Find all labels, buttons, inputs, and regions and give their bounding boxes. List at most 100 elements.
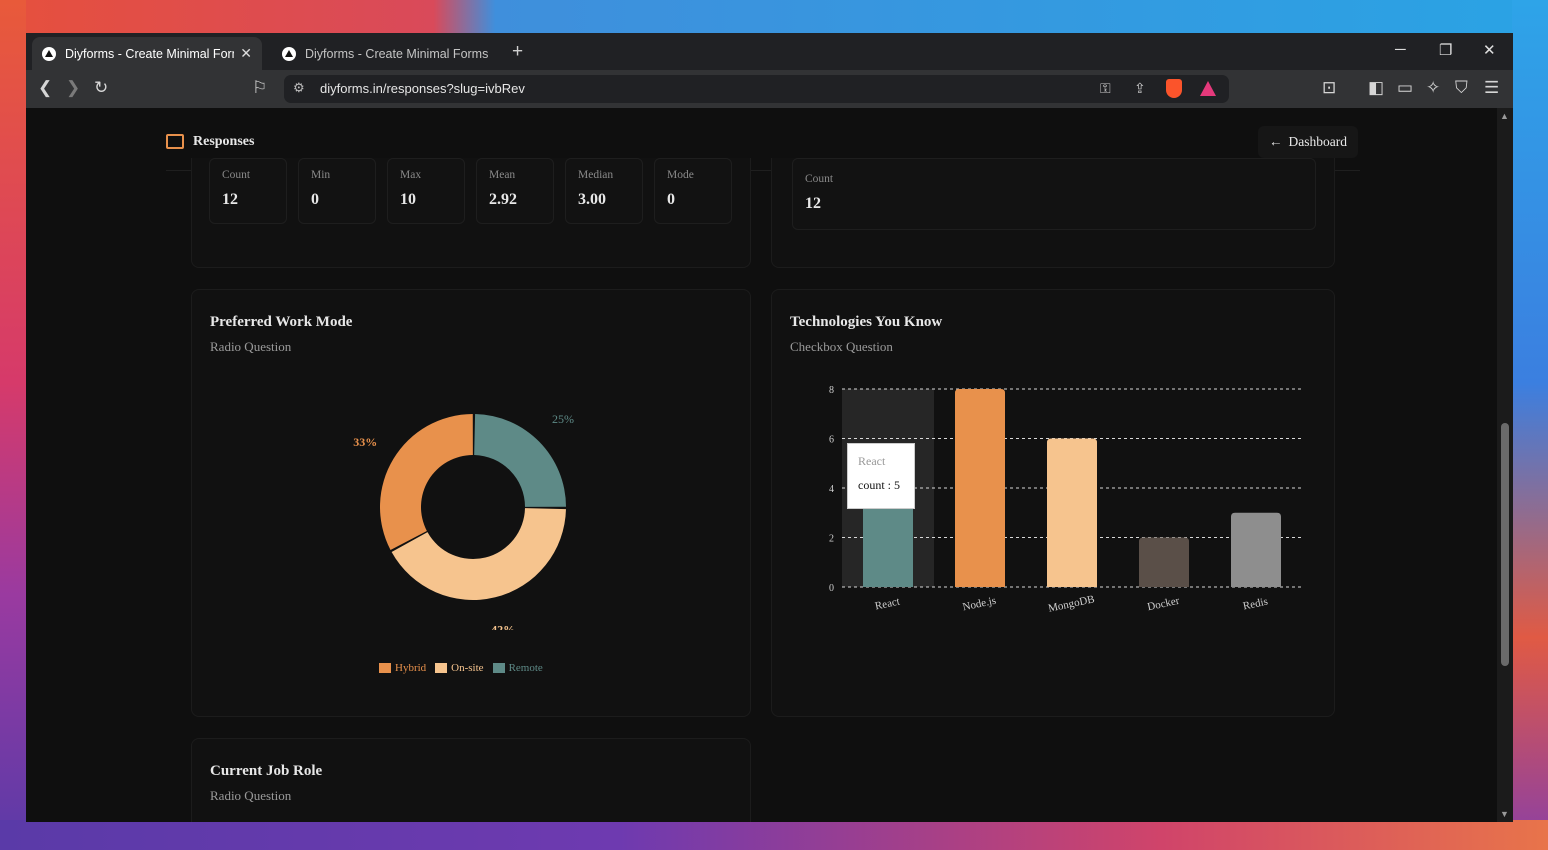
stat-max: Max 10	[387, 158, 465, 224]
desktop-wallpaper-right	[1512, 0, 1548, 850]
stat-label: Count	[805, 173, 834, 185]
brave-shields-icon[interactable]	[1166, 79, 1182, 98]
bar-mongodb[interactable]	[1047, 438, 1097, 588]
stat-value: 2.92	[489, 191, 517, 208]
job-role-card: Current Job Role Radio Question	[191, 738, 751, 822]
scroll-thumb[interactable]	[1501, 423, 1509, 666]
x-tick-label: Docker	[1146, 595, 1180, 614]
stat-label: Mean	[489, 169, 516, 181]
donut-slice-hybrid[interactable]	[380, 414, 473, 550]
stat-value: 0	[667, 191, 675, 208]
technologies-card: Technologies You Know Checkbox Question …	[771, 289, 1335, 717]
dashboard-button-label: Dashboard	[1288, 134, 1347, 149]
x-tick-label: Node.js	[962, 595, 998, 614]
site-settings-icon[interactable]: ⚙	[293, 80, 305, 95]
tab-title: Diyforms - Create Minimal Forms	[65, 46, 235, 61]
card-title: Current Job Role	[210, 763, 323, 779]
stat-label: Min	[311, 169, 331, 181]
y-tick-label: 6	[829, 435, 834, 446]
tab-title: Diyforms - Create Minimal Forms	[305, 46, 489, 61]
tooltip-category: React	[858, 454, 886, 468]
card-subtitle: Checkbox Question	[790, 339, 893, 354]
legend-item-hybrid[interactable]: Hybrid	[379, 662, 426, 674]
x-tick-label: Redis	[1242, 596, 1269, 613]
y-tick-label: 2	[829, 534, 834, 545]
bar-docker[interactable]	[1139, 537, 1189, 588]
page-title: Responses	[193, 134, 255, 149]
share-icon[interactable]: ⇪	[1134, 80, 1146, 96]
card-title: Technologies You Know	[790, 314, 943, 330]
stat-value: 12	[805, 195, 821, 212]
diyforms-favicon-icon	[282, 46, 296, 61]
reload-icon[interactable]: ↻	[94, 78, 109, 97]
close-window-icon[interactable]: ✕	[1483, 42, 1496, 59]
donut-slice-remote[interactable]	[474, 414, 566, 507]
stat-value: 10	[400, 191, 416, 208]
text-stats-card: Count 12	[771, 158, 1335, 268]
tab-active[interactable]: Diyforms - Create Minimal Forms ✕	[32, 37, 262, 70]
scroll-down-arrow-icon[interactable]: ▼	[1500, 809, 1509, 819]
y-tick-label: 4	[829, 484, 834, 495]
donut-slice-label: 42%	[491, 622, 515, 630]
wallet-icon[interactable]: ▭	[1397, 78, 1414, 97]
stat-mode: Mode 0	[654, 158, 732, 224]
scroll-up-arrow-icon[interactable]: ▲	[1500, 111, 1509, 121]
donut-legend: Hybrid On-site Remote	[379, 662, 543, 674]
brave-rewards-icon[interactable]	[1200, 81, 1216, 96]
close-tab-icon[interactable]: ✕	[240, 45, 252, 61]
leo-ai-icon[interactable]: ✧	[1426, 78, 1441, 97]
stat-label: Max	[400, 169, 422, 181]
x-tick-label: MongoDB	[1047, 593, 1096, 615]
page-scrollbar[interactable]: ▲ ▼	[1497, 108, 1513, 822]
address-bar[interactable]: ⚙ diyforms.in/responses?slug=ivbRev ⚿ ⇪	[284, 75, 1229, 103]
bar-redis[interactable]	[1231, 512, 1281, 587]
stat-mean: Mean 2.92	[476, 158, 554, 224]
legend-label: Remote	[508, 662, 543, 674]
legend-swatch	[492, 663, 505, 673]
dashboard-button[interactable]: ← Dashboard	[1258, 126, 1358, 158]
work-mode-card: Preferred Work Mode Radio Question 25% 42…	[191, 289, 751, 717]
diyforms-favicon-icon	[42, 46, 56, 61]
stat-median: Median 3.00	[565, 158, 643, 224]
tab-bar: Diyforms - Create Minimal Forms ✕ Diyfor…	[26, 33, 1513, 70]
browser-window: Diyforms - Create Minimal Forms ✕ Diyfor…	[26, 33, 1513, 822]
bar-nodejs[interactable]	[955, 389, 1005, 587]
browser-toolbar: ❮ ❯ ↻ ⚐ ⚙ diyforms.in/responses?slug=ivb…	[26, 70, 1513, 108]
page-content: Responses ← Dashboard Count 12 Min 0 Max…	[26, 108, 1497, 822]
stat-value: 3.00	[578, 191, 606, 208]
donut-slice-label: 25%	[552, 412, 574, 426]
minimize-icon[interactable]: ─	[1395, 41, 1406, 58]
vpn-shield-icon[interactable]: ⛉	[1455, 78, 1468, 97]
stat-count: Count 12	[792, 158, 1316, 230]
tooltip-value: count : 5	[858, 478, 900, 492]
stat-value: 0	[311, 191, 319, 208]
legend-swatch	[435, 663, 448, 673]
y-tick-label: 8	[829, 385, 834, 396]
stat-value: 12	[222, 191, 238, 208]
tab-search-icon[interactable]: ⊡	[1322, 78, 1337, 97]
legend-item-onsite[interactable]: On-site	[435, 662, 484, 674]
new-tab-plus-icon[interactable]: +	[512, 41, 524, 62]
key-icon[interactable]: ⚿	[1100, 80, 1111, 96]
stat-count: Count 12	[209, 158, 287, 224]
legend-label: On-site	[451, 662, 484, 674]
sidebar-icon[interactable]: ◧	[1368, 78, 1385, 97]
legend-item-remote[interactable]: Remote	[492, 662, 543, 674]
back-arrow-icon[interactable]: ❮	[38, 78, 53, 97]
desktop-wallpaper-bottom	[0, 820, 1548, 850]
page-header: Responses ← Dashboard	[166, 108, 1360, 171]
desktop-wallpaper-left	[0, 0, 26, 850]
desktop-wallpaper-top	[0, 0, 1548, 34]
url-text[interactable]: diyforms.in/responses?slug=ivbRev	[320, 81, 525, 96]
stat-label: Mode	[667, 169, 694, 181]
menu-icon[interactable]: ☰	[1484, 78, 1500, 97]
bookmark-icon[interactable]: ⚐	[252, 78, 268, 97]
forward-arrow-icon[interactable]: ❯	[66, 78, 81, 97]
stat-label: Count	[222, 169, 251, 181]
stat-label: Median	[578, 169, 614, 181]
tab-inactive[interactable]: Diyforms - Create Minimal Forms	[272, 37, 502, 70]
restore-icon[interactable]: ❐	[1439, 42, 1453, 59]
donut-slice-onsite[interactable]	[391, 508, 566, 600]
work-mode-donut-chart: 25% 42% 33%	[353, 412, 574, 630]
card-subtitle: Radio Question	[210, 339, 292, 354]
